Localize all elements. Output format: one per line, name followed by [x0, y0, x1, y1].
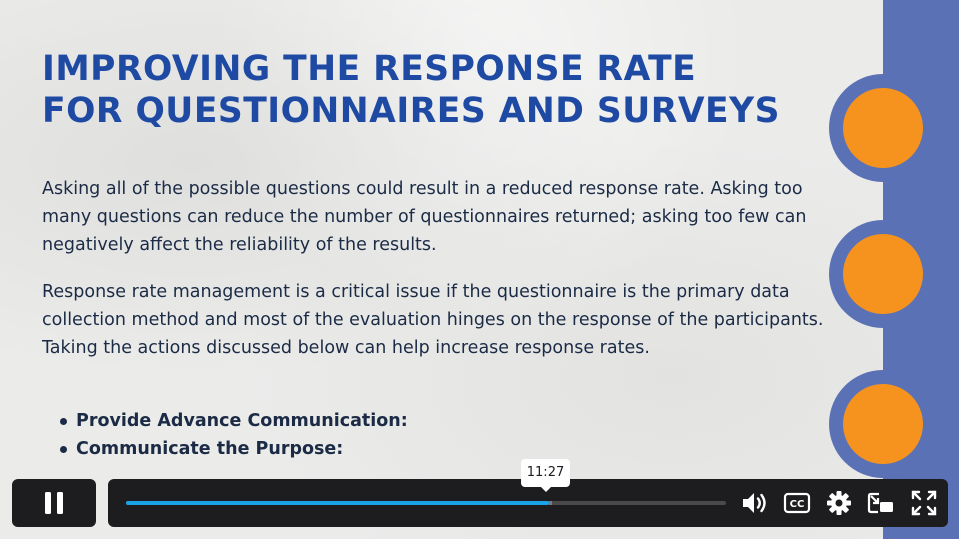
control-bar: CC — [108, 479, 948, 527]
volume-button[interactable] — [741, 489, 769, 517]
slide-title-line-2: for Questionnaires and Surveys — [42, 91, 780, 131]
settings-button[interactable] — [825, 489, 853, 517]
pause-button[interactable] — [12, 479, 96, 527]
seek-bar-buffered — [549, 501, 552, 505]
fullscreen-icon — [911, 490, 937, 516]
slide-paragraph-2: Response rate management is a critical i… — [42, 282, 824, 358]
seek-bar-progress — [126, 501, 549, 505]
captions-icon: CC — [783, 492, 811, 514]
settings-icon — [827, 491, 851, 515]
pause-icon — [45, 492, 63, 514]
picture-in-picture-icon — [867, 492, 893, 514]
bullet-list: Provide Advance Communication: Communica… — [60, 407, 408, 463]
picture-in-picture-button[interactable] — [867, 489, 895, 517]
decorative-circle — [829, 220, 937, 328]
seek-time-tooltip: 11:27 — [521, 459, 570, 492]
decorative-circle — [829, 370, 937, 478]
bullet-item: Communicate the Purpose: — [60, 435, 408, 463]
seek-bar[interactable] — [126, 501, 726, 505]
slide-paragraph-1: Asking all of the possible questions cou… — [42, 179, 807, 255]
fullscreen-button[interactable] — [910, 489, 938, 517]
slide-title: Improving the Response Rate for Question… — [42, 48, 822, 132]
slide-title-line-1: Improving the Response Rate — [42, 49, 697, 89]
captions-label: CC — [790, 499, 805, 510]
decorative-circle — [829, 74, 937, 182]
volume-icon — [743, 493, 766, 513]
bullet-item: Provide Advance Communication: — [60, 407, 408, 435]
captions-button[interactable]: CC — [783, 489, 811, 517]
